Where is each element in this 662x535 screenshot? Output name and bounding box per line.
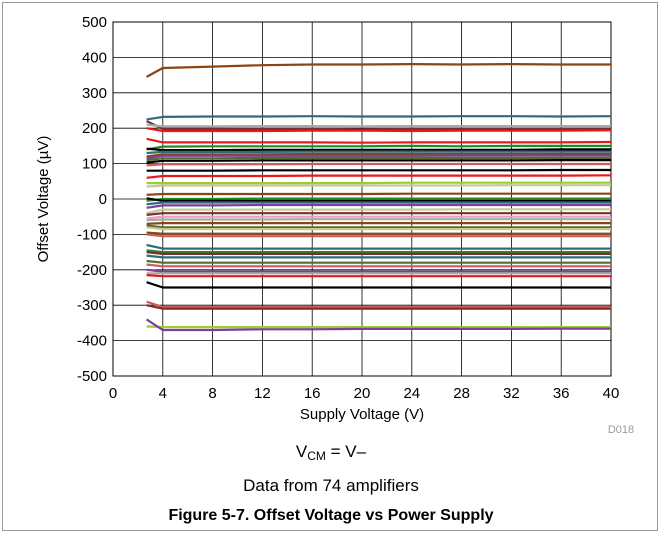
- figure-caption: Figure 5-7. Offset Voltage vs Power Supp…: [168, 507, 494, 524]
- y-tick-5: 0: [99, 191, 107, 208]
- y-tick-3: 200: [82, 120, 107, 137]
- series-line-32: [146, 243, 611, 250]
- vcm-symbol: V: [295, 442, 308, 461]
- y-tick-9: -400: [77, 333, 107, 350]
- series-line-31: [146, 233, 611, 238]
- series-line-8: [146, 150, 611, 155]
- series-line-4: [146, 123, 611, 128]
- series-line-18: [146, 192, 611, 196]
- y-tick-4: 100: [82, 156, 107, 173]
- y-tick-7: -200: [77, 262, 107, 279]
- x-tick-1: 4: [159, 385, 167, 402]
- x-tick-9: 36: [553, 385, 570, 402]
- x-axis-label: Supply Voltage (V): [300, 406, 424, 423]
- series-line-22: [146, 203, 611, 209]
- series-line-44: [146, 325, 611, 329]
- vcm-value: = V–: [325, 442, 367, 461]
- series-line-10: [146, 154, 611, 160]
- series-line-30: [146, 231, 611, 235]
- x-tick-5: 20: [354, 385, 371, 402]
- series-line-11: [146, 156, 611, 162]
- series-line-33: [146, 249, 611, 254]
- series-line-25: [146, 215, 611, 220]
- x-tick-0: 0: [109, 385, 117, 402]
- series-line-38: [146, 268, 611, 273]
- series-line-45: [145, 318, 611, 332]
- series-line-24: [146, 212, 611, 216]
- y-tick-10: -500: [77, 368, 107, 385]
- data-note: Data from 74 amplifiers: [243, 476, 419, 495]
- series-line-23: [146, 208, 611, 215]
- series-line-20: [146, 197, 611, 202]
- series-layer: [145, 62, 612, 332]
- y-tick-0: 500: [82, 14, 107, 31]
- x-tick-labels: 0 4 8 12 16 20 24 28 32 36 40: [109, 385, 620, 402]
- series-line-0: [146, 62, 611, 78]
- series-line-42: [146, 300, 611, 309]
- series-line-41: [146, 281, 611, 289]
- series-line-37: [146, 263, 611, 268]
- offset-voltage-chart: 500 400 300 200 100 0 -100 -200 -300 -400 -500 0 4 8…: [35, 14, 634, 436]
- series-line-17: [146, 184, 611, 188]
- series-line-19: [146, 197, 611, 202]
- series-line-34: [146, 251, 611, 255]
- x-tick-2: 8: [208, 385, 216, 402]
- x-tick-6: 24: [403, 385, 420, 402]
- series-line-27: [146, 222, 611, 225]
- y-tick-6: -100: [77, 226, 107, 243]
- y-tick-2: 300: [82, 85, 107, 102]
- series-line-29: [146, 226, 611, 231]
- series-line-15: [146, 174, 612, 179]
- figure-frame: [2, 2, 658, 531]
- series-line-2: [146, 120, 611, 131]
- x-tick-3: 12: [254, 385, 271, 402]
- series-line-40: [146, 274, 611, 278]
- vcm-condition: VCM = V–: [0, 442, 662, 463]
- x-tick-10: 40: [603, 385, 620, 402]
- series-line-1: [146, 115, 612, 121]
- x-tick-4: 16: [304, 385, 321, 402]
- series-line-36: [146, 259, 611, 264]
- series-line-35: [146, 254, 611, 259]
- y-tick-1: 400: [82, 49, 107, 66]
- y-axis-label: Offset Voltage (µV): [35, 136, 52, 263]
- series-line-12: [146, 159, 611, 164]
- series-line-21: [146, 201, 611, 206]
- series-line-7: [146, 147, 611, 152]
- vcm-subscript: CM: [307, 449, 326, 463]
- figure-code: D018: [608, 424, 634, 436]
- series-line-26: [146, 218, 611, 222]
- series-line-9: [146, 152, 611, 158]
- y-tick-8: -300: [77, 297, 107, 314]
- y-tick-labels: 500 400 300 200 100 0 -100 -200 -300 -400 -500: [77, 14, 107, 385]
- series-line-6: [146, 144, 611, 151]
- series-line-5: [146, 137, 612, 144]
- series-line-28: [146, 224, 611, 229]
- x-tick-8: 32: [503, 385, 520, 402]
- series-line-14: [146, 168, 611, 172]
- series-line-3: [146, 127, 612, 133]
- series-line-43: [146, 304, 611, 310]
- x-tick-7: 28: [453, 385, 470, 402]
- series-line-13: [146, 162, 611, 167]
